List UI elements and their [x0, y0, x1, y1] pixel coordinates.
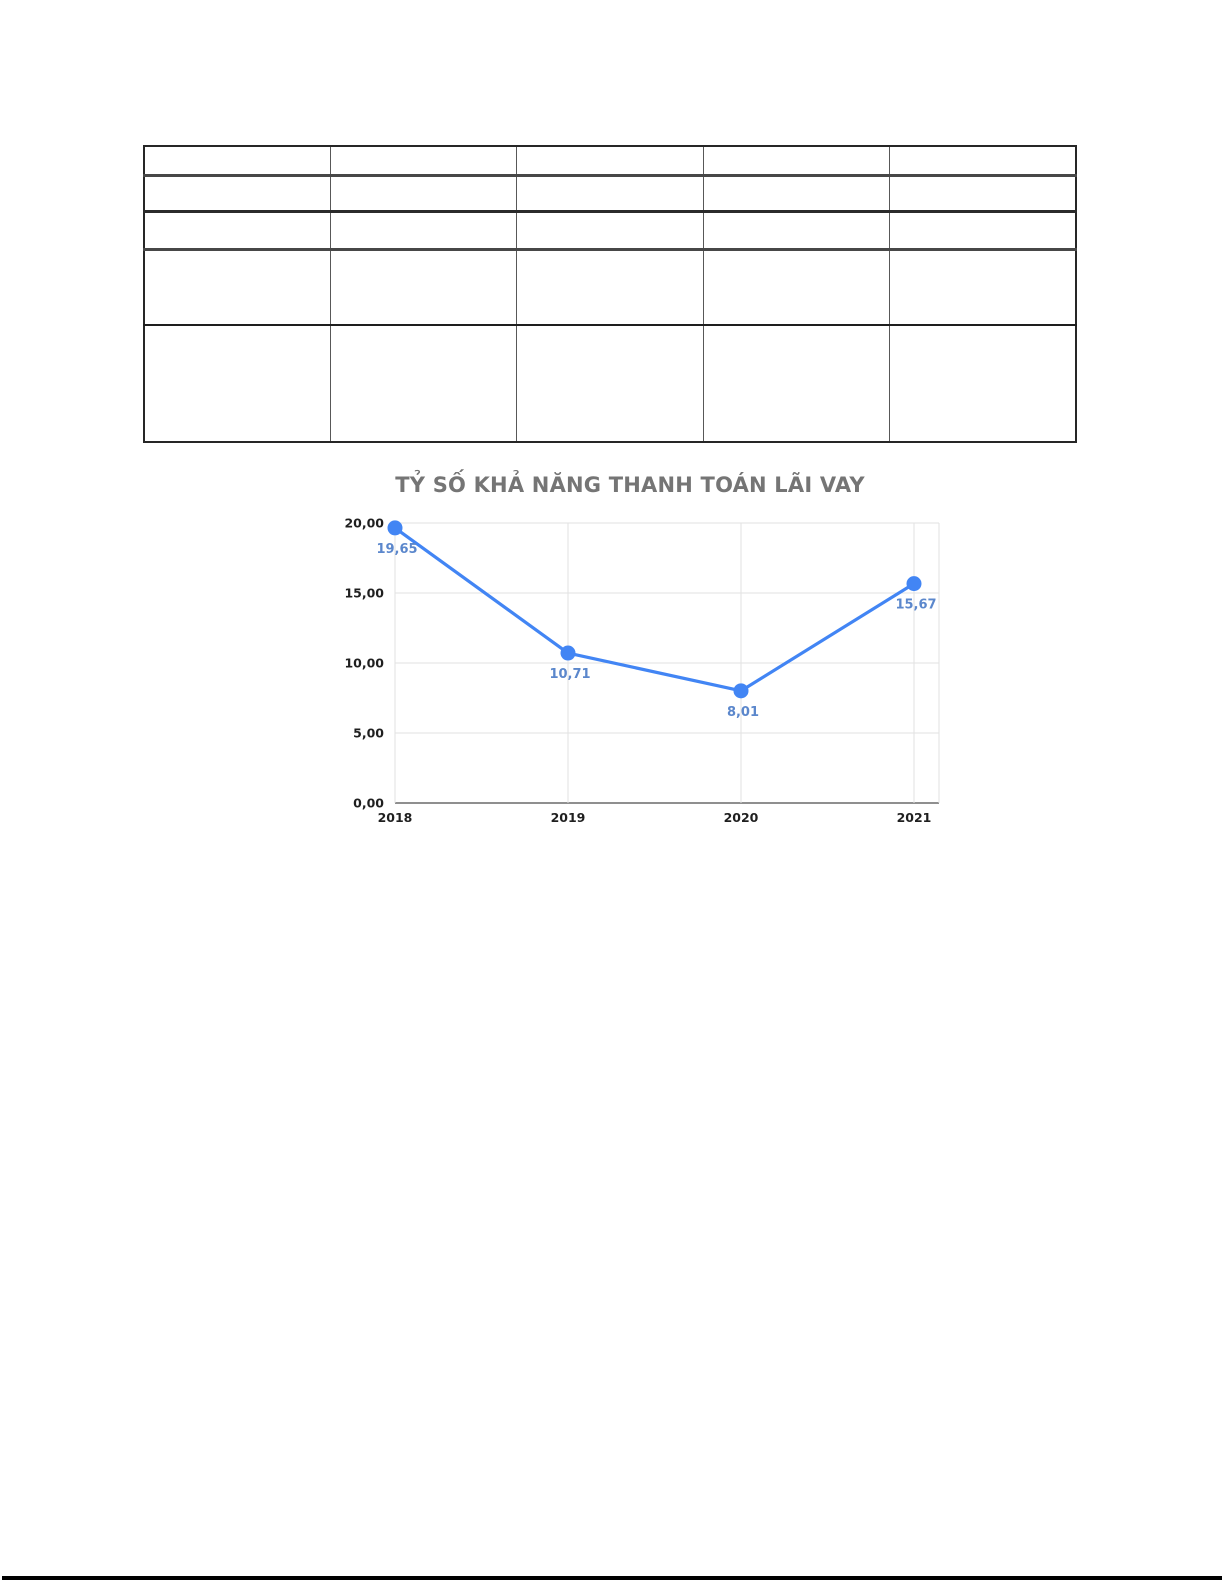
y-axis-tick-label: 15,00 — [344, 586, 384, 601]
table-cell — [329, 175, 518, 213]
data-point-2018 — [387, 520, 403, 536]
table-cell — [889, 146, 1077, 177]
table-cell — [889, 325, 1077, 442]
table-cell — [329, 146, 518, 177]
table-cell — [143, 175, 331, 213]
y-axis-tick-label: 20,00 — [344, 516, 384, 531]
table-cell — [516, 175, 704, 213]
table-cell — [143, 325, 331, 442]
x-axis-tick-label: 2020 — [724, 810, 759, 825]
page-bottom-rule — [2, 1576, 1222, 1580]
table-cell — [702, 325, 891, 442]
table-cell — [702, 249, 891, 326]
x-axis-tick-label: 2018 — [378, 810, 413, 825]
table-cell — [329, 211, 518, 251]
x-axis-tick-label: 2019 — [551, 810, 586, 825]
data-label-2018: 19,65 — [376, 542, 417, 557]
table-cell — [702, 146, 891, 177]
table-cell — [889, 211, 1077, 251]
table-row — [143, 175, 1077, 213]
chart-title: TỶ SỐ KHẢ NĂNG THANH TOÁN LÃI VAY — [395, 473, 865, 497]
table-cell — [516, 249, 704, 326]
table-cell — [516, 211, 704, 251]
series-line — [393, 526, 916, 693]
table-cell — [889, 175, 1077, 213]
table-cell — [329, 249, 518, 326]
y-axis-tick-label: 0,00 — [353, 796, 384, 811]
table-row — [143, 249, 1077, 326]
table-cell — [702, 175, 891, 213]
data-label-2019: 10,71 — [549, 667, 590, 682]
x-axis-tick-label: 2021 — [897, 810, 932, 825]
empty-table — [143, 145, 1077, 443]
y-axis-tick-label: 5,00 — [353, 726, 384, 741]
table-cell — [143, 249, 331, 326]
table-cell — [143, 146, 331, 177]
table-cell — [329, 325, 518, 442]
y-axis-tick-label: 10,00 — [344, 656, 384, 671]
data-label-2020: 8,01 — [727, 705, 759, 720]
data-point-2021 — [906, 576, 922, 592]
table-cell — [143, 211, 331, 251]
data-table — [143, 145, 1077, 443]
table-row — [143, 146, 1077, 177]
data-label-2021: 15,67 — [895, 598, 936, 613]
data-point-2019 — [560, 645, 576, 661]
table-row — [143, 325, 1077, 442]
table-cell — [516, 146, 704, 177]
data-point-2020 — [733, 683, 749, 699]
interest-coverage-chart: TỶ SỐ KHẢ NĂNG THANH TOÁN LÃI VAY 20,00 1… — [340, 470, 960, 835]
table-cell — [516, 325, 704, 442]
table-cell — [702, 211, 891, 251]
table-row — [143, 211, 1077, 251]
table-cell — [889, 249, 1077, 326]
